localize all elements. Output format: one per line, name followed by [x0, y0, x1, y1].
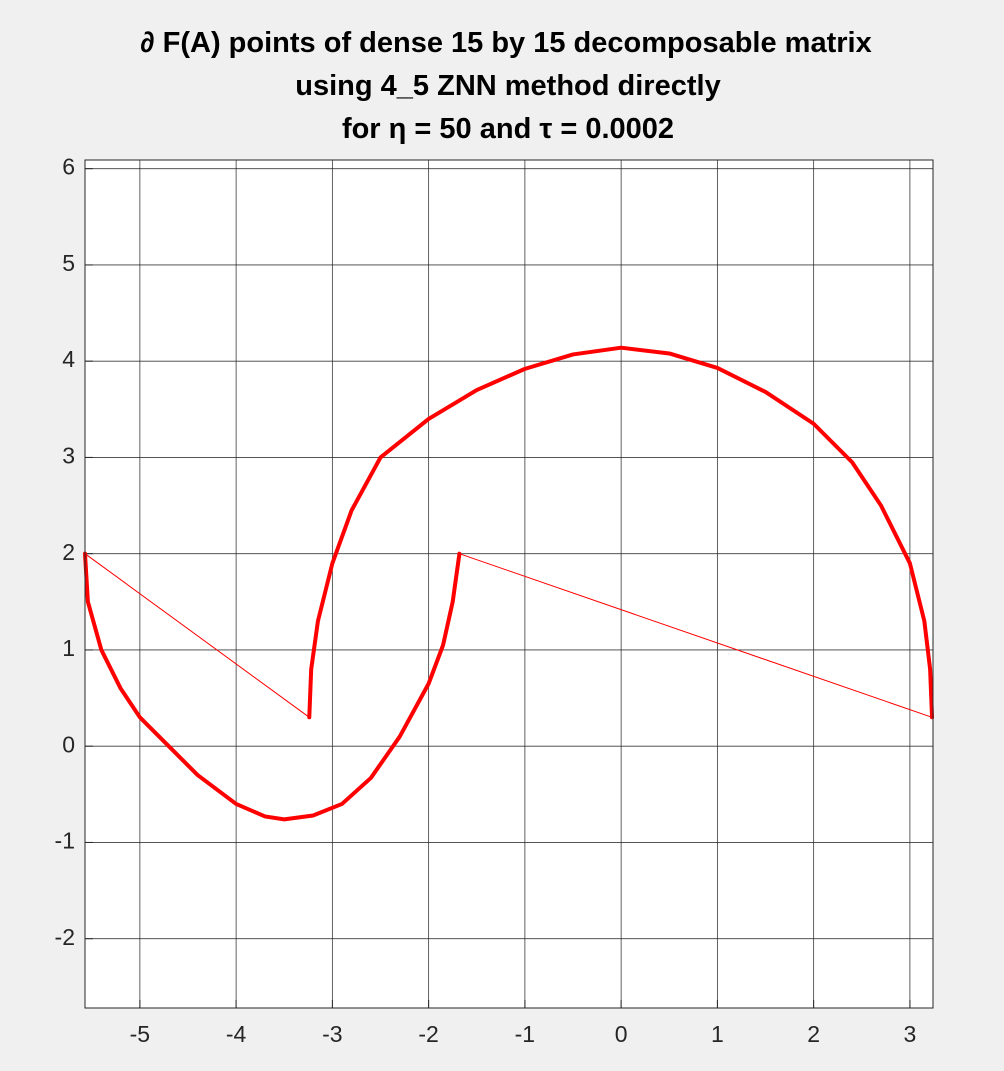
x-tick-label: 1 [711, 1021, 724, 1047]
y-tick-label: 6 [62, 154, 75, 180]
y-tick-label: 4 [62, 346, 75, 372]
data-line [84, 553, 933, 718]
x-tick-label: -5 [130, 1021, 150, 1047]
y-tick-label: 5 [62, 250, 75, 276]
chart-title: for η = 50 and τ = 0.0002 [342, 113, 674, 145]
axes-box [84, 159, 934, 1009]
x-tick-label: 0 [615, 1021, 628, 1047]
x-tick-label: -2 [418, 1021, 438, 1047]
plot-area [85, 160, 933, 1008]
x-tick-label: 2 [807, 1021, 820, 1047]
y-tick-label: 1 [62, 635, 75, 661]
y-tick-label: 2 [62, 539, 75, 565]
chart-title: using 4_5 ZNN method directly [295, 70, 720, 102]
y-tick-label: -2 [55, 924, 75, 950]
data-line [83, 345, 935, 822]
y-tick-label: -1 [55, 828, 75, 854]
x-tick-label: 3 [904, 1021, 917, 1047]
x-tick-label: -4 [226, 1021, 247, 1047]
y-tick-label: 0 [62, 731, 75, 757]
x-tick-label: -3 [322, 1021, 342, 1047]
chart-title: ∂ F(A) points of dense 15 by 15 decompos… [140, 27, 871, 59]
x-tick-label: -1 [515, 1021, 535, 1047]
y-tick-label: 3 [62, 443, 75, 469]
